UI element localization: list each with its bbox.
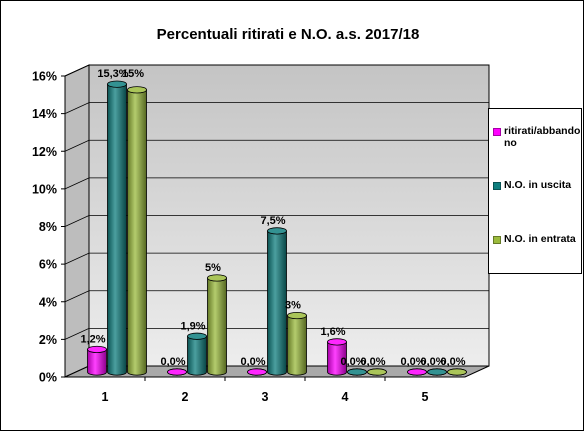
legend-label: N.O. in uscita — [504, 179, 572, 191]
bar — [327, 338, 347, 376]
y-tick-label: 0% — [39, 371, 57, 385]
bar — [127, 86, 147, 376]
data-label: 0,0% — [240, 356, 265, 368]
bar — [367, 368, 387, 376]
x-tick-label: 5 — [422, 390, 429, 404]
legend-swatch — [493, 182, 501, 190]
gridline — [64, 252, 489, 265]
y-tick-label: 8% — [39, 220, 57, 234]
legend-item: ritirati/abbandono — [493, 125, 584, 149]
data-label: 0,0% — [360, 356, 385, 368]
data-label: 0,0% — [400, 356, 425, 368]
data-label: 0,0% — [420, 356, 445, 368]
bar — [427, 368, 447, 376]
bar — [207, 274, 227, 376]
x-tick-label: 3 — [262, 390, 269, 404]
y-tick-label: 2% — [39, 333, 57, 347]
legend: ritirati/abbandono N.O. in uscita N.O. in … — [488, 108, 582, 274]
data-label: 1,6% — [320, 326, 345, 338]
legend-item: N.O. in uscita — [493, 179, 584, 191]
y-tick-label: 14% — [32, 107, 57, 121]
data-label: 1,2% — [80, 333, 105, 345]
data-label: 1,9% — [180, 320, 205, 332]
y-tick-label: 10% — [32, 182, 57, 196]
gridline — [64, 327, 489, 340]
bar — [247, 368, 267, 376]
bar — [107, 80, 127, 376]
legend-swatch — [493, 236, 501, 244]
data-label: 7,5% — [260, 215, 285, 227]
legend-label: N.O. in entrata — [504, 233, 576, 245]
gridline — [64, 64, 489, 77]
bar — [187, 332, 207, 376]
data-label: 5% — [205, 262, 221, 274]
x-tick-label: 1 — [102, 390, 109, 404]
bar — [287, 311, 307, 376]
bar — [347, 368, 367, 376]
y-tick-label: 16% — [32, 70, 57, 84]
gridline — [64, 290, 489, 303]
data-label: 0,0% — [160, 356, 185, 368]
data-label: 15,3% — [97, 68, 128, 80]
legend-label: ritirati/abbandono — [504, 125, 581, 149]
data-label: 3% — [285, 300, 301, 312]
y-tick-label: 12% — [32, 145, 57, 159]
legend-item: N.O. in entrata — [493, 233, 584, 245]
gridline — [64, 139, 489, 152]
data-label: 0,0% — [440, 356, 465, 368]
x-tick-label: 4 — [342, 390, 349, 404]
gridline — [64, 215, 489, 227]
data-label: 15% — [122, 68, 144, 80]
data-label: 0,0% — [340, 356, 365, 368]
bar — [87, 345, 107, 376]
y-tick-label: 4% — [39, 295, 57, 309]
y-tick-label: 6% — [39, 258, 57, 272]
bar — [267, 227, 287, 376]
legend-swatch — [493, 128, 501, 136]
chart-title: Percentuali ritirati e N.O. a.s. 2017/18 — [157, 26, 420, 43]
x-tick-label: 2 — [182, 390, 189, 404]
bar — [447, 368, 467, 376]
bar — [167, 368, 187, 376]
gridline — [64, 177, 489, 190]
gridline — [64, 102, 489, 114]
bar — [407, 368, 427, 376]
